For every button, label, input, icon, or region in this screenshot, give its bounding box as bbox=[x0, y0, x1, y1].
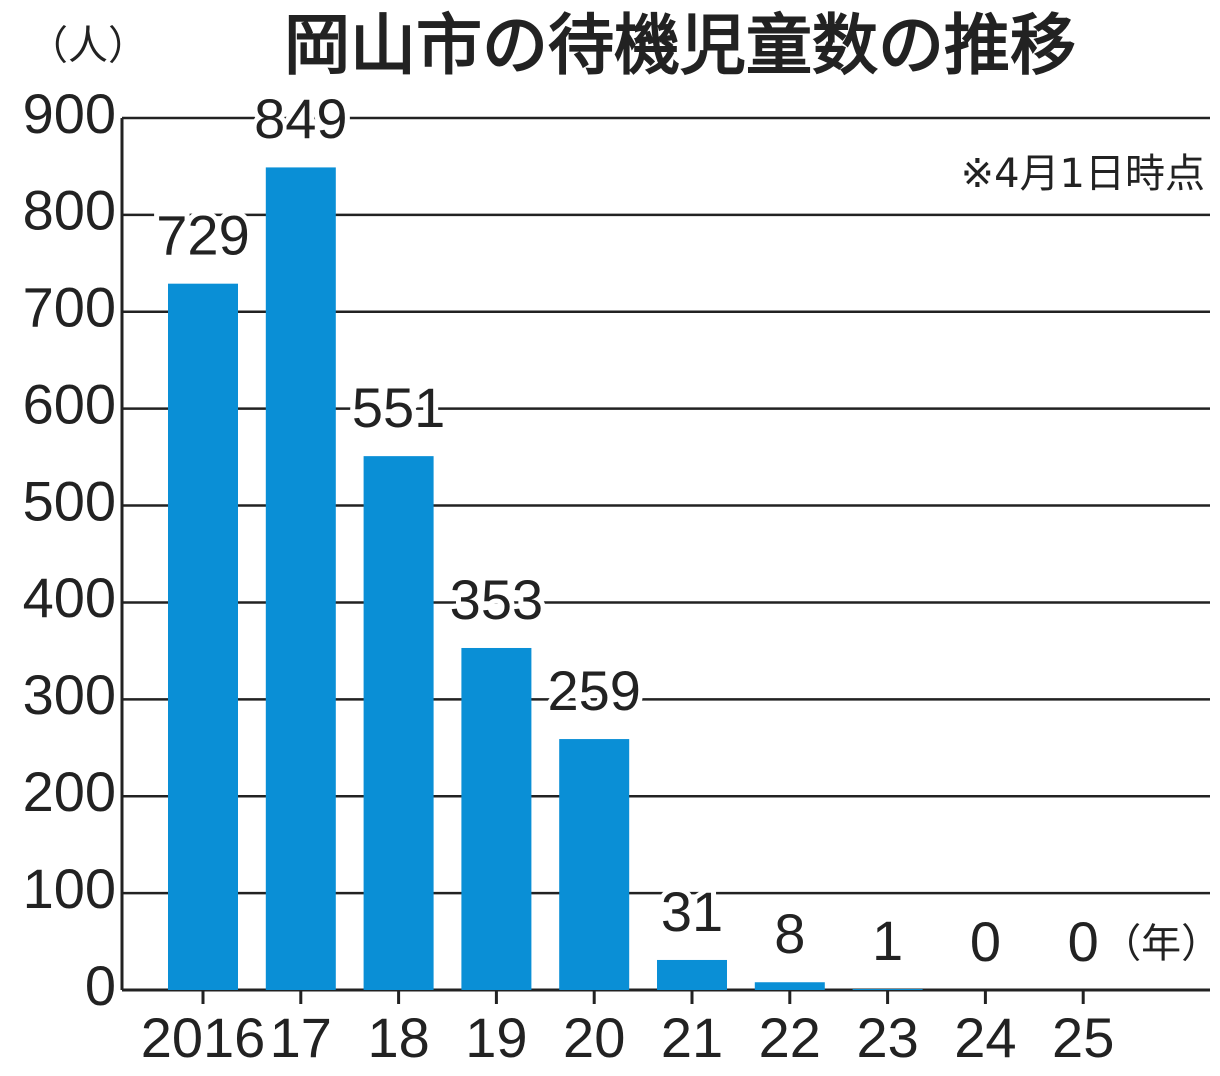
x-unit: （年） bbox=[1101, 921, 1220, 967]
y-unit: （人） bbox=[28, 23, 148, 69]
y-tick-label: 900 bbox=[23, 82, 116, 145]
x-tick-label: 25 bbox=[1052, 1006, 1114, 1069]
bar bbox=[559, 739, 630, 990]
bar bbox=[168, 283, 238, 990]
data-label: 8 bbox=[774, 902, 805, 965]
bar bbox=[852, 989, 923, 990]
bar bbox=[754, 982, 825, 990]
y-tick-label: 500 bbox=[23, 469, 116, 532]
y-tick-label: 0 bbox=[85, 954, 116, 1017]
data-label: 1 bbox=[872, 909, 903, 972]
x-tick-label: 17 bbox=[270, 1006, 332, 1069]
data-label: 259 bbox=[547, 659, 640, 722]
data-label: 31 bbox=[661, 880, 723, 943]
x-tick-label: 2016 bbox=[141, 1006, 266, 1069]
bar bbox=[461, 647, 532, 990]
x-tick-label: 23 bbox=[856, 1006, 918, 1069]
note: ※4月1日時点 bbox=[961, 151, 1205, 197]
y-tick-label: 300 bbox=[23, 663, 116, 726]
data-label: 849 bbox=[254, 87, 347, 150]
y-tick-label: 100 bbox=[23, 857, 116, 920]
y-tick-label: 800 bbox=[23, 179, 116, 242]
y-tick-label: 200 bbox=[23, 760, 116, 823]
y-tick-label: 600 bbox=[23, 372, 116, 435]
data-label: 0 bbox=[1068, 910, 1099, 973]
data-label: 353 bbox=[450, 568, 543, 631]
x-tick-label: 18 bbox=[367, 1006, 429, 1069]
x-tick-label: 20 bbox=[563, 1006, 625, 1069]
x-tick-label: 22 bbox=[759, 1006, 821, 1069]
x-tick-label: 21 bbox=[661, 1006, 723, 1069]
y-tick-label: 700 bbox=[23, 276, 116, 339]
y-tick-label: 400 bbox=[23, 566, 116, 629]
data-label: 729 bbox=[156, 203, 249, 266]
data-label: 0 bbox=[970, 910, 1001, 973]
bar bbox=[363, 456, 434, 990]
bar bbox=[657, 959, 727, 990]
chart-title: 岡山市の待機児童数の推移 bbox=[284, 7, 1076, 84]
x-tick-label: 19 bbox=[465, 1006, 527, 1069]
data-label: 551 bbox=[352, 376, 445, 439]
x-tick-label: 24 bbox=[954, 1006, 1016, 1069]
bar bbox=[265, 167, 336, 990]
